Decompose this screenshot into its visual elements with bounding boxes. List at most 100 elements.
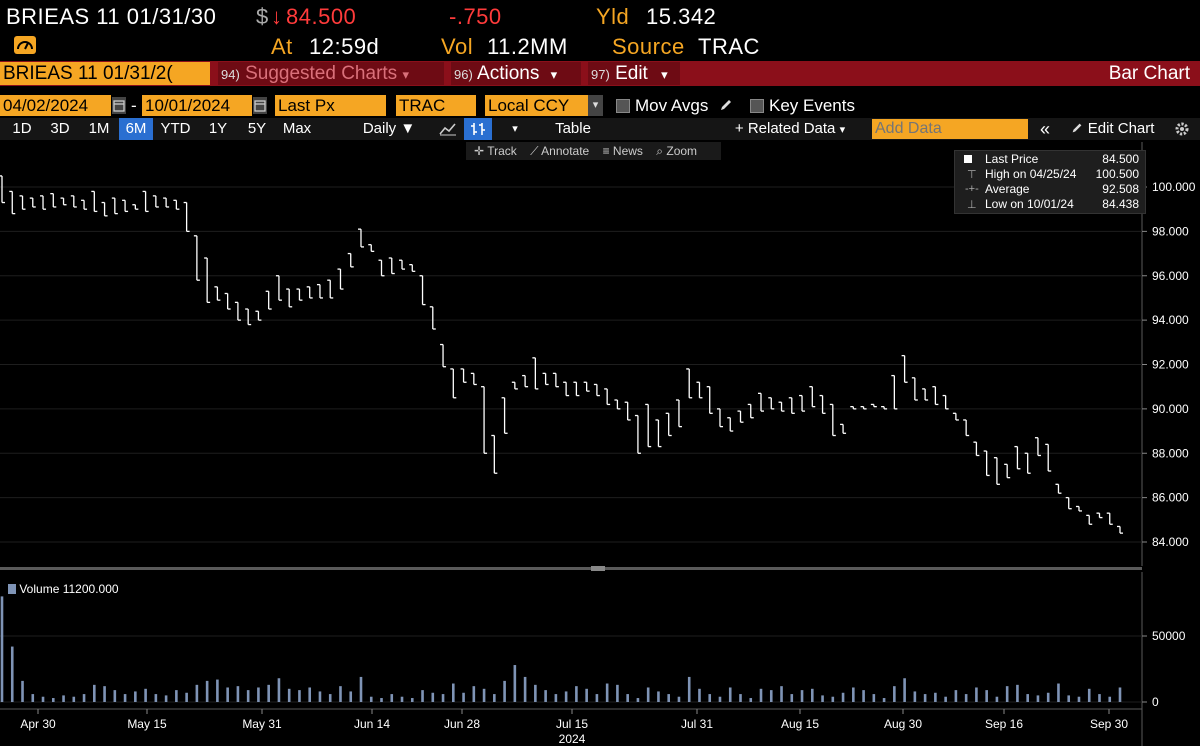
volume-bar [93,684,96,702]
volume-bar [954,690,958,702]
volume-bar [216,679,219,702]
news-icon[interactable]: ≡ [602,144,610,158]
chart-area[interactable] [0,142,1200,746]
volume-bar [431,692,435,702]
edit-num: 97) [591,67,610,82]
volume-bar [985,690,988,702]
related-data-button[interactable]: + Related Data ▾ [720,118,860,140]
range-button-1m[interactable]: 1M [88,120,110,137]
news-button[interactable]: News [612,144,643,158]
volume-bar [123,694,127,702]
volume-bar [72,696,76,702]
volume-bar [913,691,917,702]
range-button-3d[interactable]: 3D [50,120,70,137]
suggested-charts-menu[interactable]: 94) Suggested Charts ▾ [218,62,444,85]
time-tick-label: Sep 16 [985,717,1023,731]
price-tick-label: 96.000 [1152,269,1189,283]
range-toolbar: 1D 3D 1M 6M YTD 1Y 5Y Max Daily ▼ ▾ Table + Rel… [0,118,1200,140]
volume-bar [1036,695,1040,702]
time-tick-label: Jul 15 [556,717,588,731]
range-button-1y[interactable]: 1Y [208,120,228,137]
legend-last-price-value: 84.500 [1102,152,1139,166]
volume-bar [523,676,527,702]
edit-chart-button[interactable]: Edit Chart [1060,118,1164,140]
volume-bar [298,690,301,702]
chevron-down-icon[interactable]: ▾ [588,95,603,116]
price-tick-label: 86.000 [1152,491,1189,505]
legend-low-value: 84.438 [1102,197,1139,211]
pencil-icon[interactable] [718,97,734,113]
price-field-select[interactable]: Last Px [275,95,386,116]
actions-menu[interactable]: 96) Actions ▾ [451,62,581,85]
price-currency: $ [256,4,269,29]
bar-chart-icon[interactable] [464,118,492,140]
volume-bar [421,690,424,702]
gauge-icon[interactable] [14,36,36,54]
mov-avgs-checkbox[interactable] [616,99,630,113]
volume-bar [800,690,804,702]
volume-bar [810,688,814,702]
table-button[interactable]: Table [555,120,591,137]
volume-bar [708,694,712,702]
volume-bar [1098,694,1101,702]
volume-bar [646,687,650,702]
volume-bar [103,686,106,702]
end-date-field[interactable]: 10/01/2024 [142,95,252,116]
range-button-5y[interactable]: 5Y [247,120,267,137]
security-field[interactable]: BRIEAS 11 01/31/2( [0,62,210,85]
volume-bar [503,680,506,702]
volume-bar [657,691,660,702]
volume-bar [1108,696,1112,702]
gear-icon[interactable] [1170,118,1194,140]
zoom-button[interactable]: Zoom [666,144,698,158]
legend-average-label: Average [985,182,1030,196]
calendar-icon[interactable] [112,97,126,114]
volume-bar [493,694,496,702]
volume-bar [154,694,158,702]
zoom-icon[interactable]: ⌕ [656,144,664,158]
volume-bar [10,646,14,702]
line-chart-icon[interactable] [434,118,462,140]
chevron-down-icon[interactable]: ▾ [512,123,518,135]
volume-bar [544,690,547,702]
volume-bar [872,694,876,702]
range-button-max[interactable]: Max [282,120,312,137]
start-date-field[interactable]: 04/02/2024 [0,95,111,116]
actions-num: 96) [454,67,473,82]
calendar-icon[interactable] [253,97,267,114]
volume-legend-value: 11200.000 [62,582,119,596]
add-data-input[interactable] [872,119,1028,139]
collapse-icon[interactable]: « [1039,119,1050,139]
volume-bar [462,692,465,702]
edit-menu[interactable]: 97) Edit ▾ [588,62,680,85]
source-field[interactable]: TRAC [396,95,476,116]
price-volume-chart[interactable]: 84.000 86.000 88.000 90.000 92.000 94.000 96.0… [0,142,1200,746]
frequency-dropdown[interactable]: Daily ▼ [362,120,416,137]
volume-bar [267,684,270,702]
suggested-charts-num: 94) [221,67,240,82]
key-events-label: Key Events [769,96,855,115]
volume-bar [739,694,742,702]
volume-bar [205,680,209,702]
volume-legend: Volume 11200.000 [8,580,119,598]
edit-label: Edit [615,63,648,84]
volume-bar [975,687,978,702]
annotate-button[interactable]: Annotate [541,144,590,158]
volume-bar [195,684,199,702]
time-tick-label: Sep 30 [1090,717,1128,731]
volume-bar [62,695,65,702]
currency-field[interactable]: Local CCY [485,95,588,116]
volume-bar [790,694,794,702]
track-button[interactable]: Track [487,144,517,158]
legend-last-price-label: Last Price [985,152,1039,166]
volume-bar [841,692,845,702]
price-change: -.750 [449,4,502,29]
volume-bar [687,676,691,702]
track-icon[interactable]: ✛ [474,144,485,158]
range-button-6m[interactable]: 6M [119,118,153,140]
range-button-ytd[interactable]: YTD [160,120,191,137]
range-button-1d[interactable]: 1D [12,120,32,137]
annotate-icon[interactable]: ⟋ [530,144,539,158]
volume-bar [359,676,363,702]
key-events-checkbox[interactable] [750,99,764,113]
